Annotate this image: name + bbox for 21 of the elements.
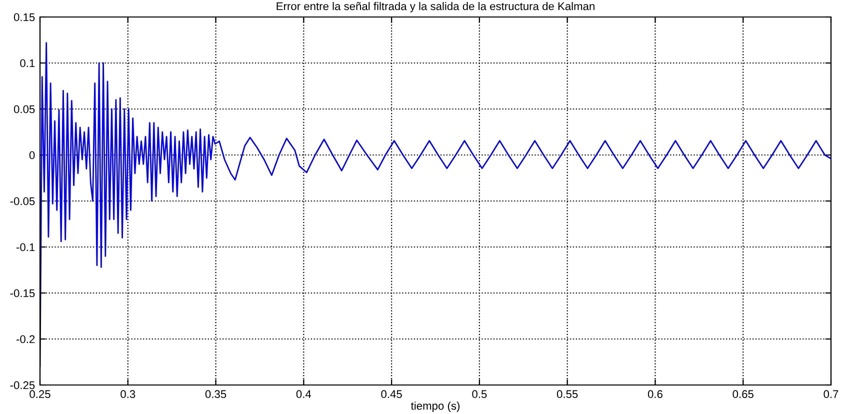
y-tick-label: -0.2 [16,335,35,344]
y-tick-label: -0.1 [16,243,35,252]
x-axis-title: tiempo (s) [410,402,460,412]
x-tick-label: 0.7 [824,390,838,398]
x-tick-label: 0.6 [648,390,662,398]
y-tick-label: -0.05 [10,197,35,206]
x-tick-label: 0.55 [556,390,578,398]
x-tick-label: 0.45 [381,390,402,398]
y-tick-label: -0.15 [10,289,35,298]
y-tick-label: 0.1 [20,59,35,68]
x-tick-label: 0.25 [30,390,50,398]
chart-title: Error entre la señal filtrada y la salida de la estructura de Kalman [276,2,594,12]
x-tick-label: 0.4 [296,390,312,398]
y-tick-label: 0.05 [14,105,35,114]
y-tick-label: -0.25 [10,381,35,390]
y-tick-label: 0.15 [14,13,35,22]
y-tick-label: 0 [29,151,35,160]
x-tick-label: 0.35 [205,390,226,398]
x-tick-label: 0.3 [120,390,136,398]
x-tick-label: 0.65 [732,390,754,398]
x-tick-label: 0.5 [472,390,487,398]
